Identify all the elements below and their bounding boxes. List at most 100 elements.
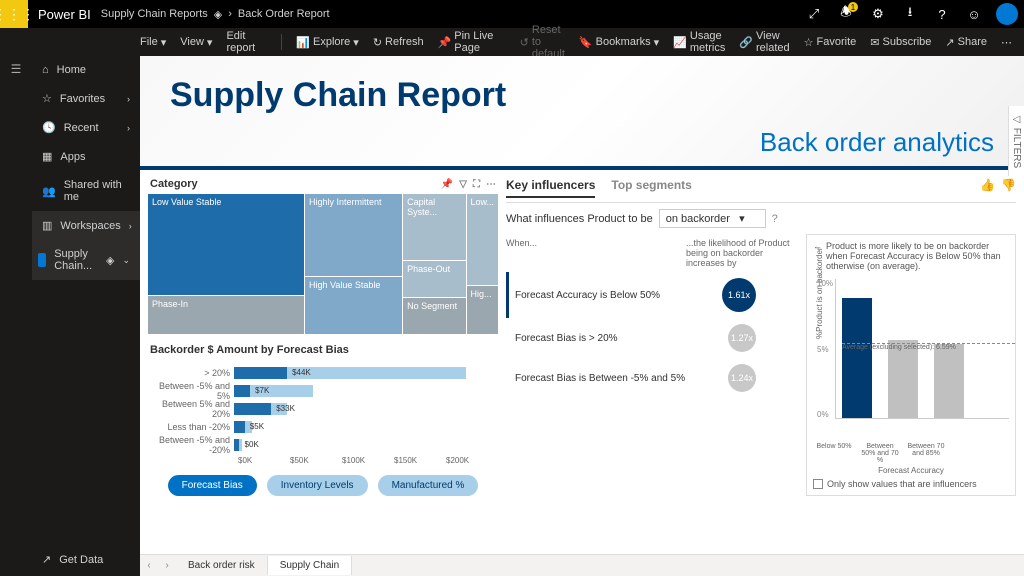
reset-button[interactable]: ↺ Reset to default — [520, 24, 565, 60]
bar-row[interactable]: Between -5% and -20% $0K — [148, 436, 498, 454]
ki-influencer-row[interactable]: Forecast Bias is > 20%1.27x — [506, 318, 796, 358]
ki-question-text: What influences Product to be — [506, 213, 653, 225]
get-data-button[interactable]: ↗Get Data — [32, 543, 140, 576]
ki-bar[interactable] — [842, 298, 872, 418]
bar-row[interactable]: > 20% $44K — [148, 364, 498, 382]
page-tab-supply-chain[interactable]: Supply Chain — [268, 556, 352, 575]
filters-pane-toggle[interactable]: ◁ FILTERS — [1008, 106, 1024, 176]
chevron-down-icon: ▾ — [353, 36, 359, 49]
treemap-cell[interactable]: No Segment — [403, 298, 465, 334]
feedback-icon[interactable]: ☺ — [958, 0, 990, 28]
star-icon: ☆ — [42, 92, 52, 105]
view-menu[interactable]: View ▾ — [180, 36, 212, 49]
usage-button[interactable]: 📈 Usage metrics — [673, 24, 725, 60]
sidebar-item-workspaces[interactable]: ▥Workspaces› — [32, 211, 140, 240]
bar-row[interactable]: Less than -20% $5K — [148, 418, 498, 436]
explore-menu[interactable]: 📊 Explore ▾ — [296, 36, 359, 49]
diamond-icon: ◈ — [214, 8, 222, 21]
barchart-visual[interactable]: > 20% $44KBetween -5% and 5% $7KBetween … — [148, 360, 498, 454]
share-button[interactable]: ↗ Share — [945, 24, 987, 60]
ki-dropdown[interactable]: on backorder ▾ — [659, 209, 766, 228]
filter-icon[interactable]: ▽ — [459, 179, 467, 190]
help-icon[interactable]: ? — [926, 0, 958, 28]
shared-icon: 👥 — [42, 185, 56, 198]
tab-top-segments[interactable]: Top segments — [611, 178, 691, 198]
view-related-button[interactable]: 🔗 View related — [739, 24, 789, 60]
bookmarks-menu[interactable]: 🔖 Bookmarks ▾ — [579, 24, 659, 60]
pill-inventory[interactable]: Inventory Levels — [267, 475, 368, 496]
file-menu[interactable]: File ▾ — [140, 36, 166, 49]
barchart-axis: $0K$50K$100K$150K$200K — [148, 456, 498, 465]
chevron-right-icon: › — [127, 123, 130, 133]
bar-row[interactable]: Between 5% and 20% $33K — [148, 400, 498, 418]
thumbs-down-icon[interactable]: 👎 — [1001, 178, 1016, 198]
sidebar-item-apps[interactable]: ▦Apps — [32, 142, 140, 171]
sidebar-item-shared[interactable]: 👥Shared with me — [32, 171, 140, 211]
external-icon: ↗ — [42, 553, 51, 566]
refresh-button[interactable]: ↻ Refresh — [373, 36, 424, 49]
ki-influencer-row[interactable]: Forecast Bias is Between -5% and 5%1.24x — [506, 358, 796, 398]
favorite-button[interactable]: ☆ Favorite — [804, 24, 857, 60]
sidebar-item-favorites[interactable]: ☆Favorites› — [32, 84, 140, 113]
treemap-cell[interactable]: Phase-Out — [403, 261, 465, 297]
breadcrumb-workspace[interactable]: Supply Chain Reports — [101, 8, 208, 20]
app-launcher[interactable]: ⋮⋮⋮ — [0, 0, 28, 28]
treemap-visual[interactable]: Low Value Stable Phase-In Highly Intermi… — [148, 194, 498, 334]
workspace-icon: ▥ — [42, 219, 52, 232]
barchart-title: Backorder $ Amount by Forecast Bias — [148, 340, 498, 360]
settings-icon[interactable]: ⚙ — [862, 0, 894, 28]
treemap-cell[interactable]: Capital Syste... — [403, 194, 465, 260]
sidebar-item-current-workspace[interactable]: Supply Chain... ◈⌄ — [32, 240, 140, 280]
apps-icon: ▦ — [42, 150, 52, 163]
breadcrumb: Supply Chain Reports ◈ › Back Order Repo… — [101, 8, 330, 21]
app-title: Power BI — [28, 7, 101, 22]
treemap-cell[interactable]: Phase-In — [148, 296, 304, 334]
page-title: Supply Chain Report — [170, 76, 994, 115]
edit-report-button[interactable]: Edit report — [226, 30, 267, 54]
thumbs-up-icon[interactable]: 👍 — [980, 178, 995, 198]
tab-key-influencers[interactable]: Key influencers — [506, 178, 595, 198]
chevron-right-icon: › — [129, 221, 132, 231]
ki-bar[interactable] — [888, 340, 918, 418]
diamond-icon: ◈ — [106, 254, 114, 267]
avatar[interactable] — [996, 3, 1018, 25]
ki-checkbox[interactable]: Only show values that are influencers — [813, 479, 1009, 489]
chevron-right-icon: › — [127, 94, 130, 104]
page-tab-backorder-risk[interactable]: Back order risk — [176, 556, 268, 575]
report-header: Supply Chain Report Back order analytics — [140, 56, 1024, 166]
pin-icon[interactable]: 📌 — [441, 179, 453, 190]
more-icon[interactable]: ⋯ — [486, 179, 496, 190]
pill-forecast-bias[interactable]: Forecast Bias — [168, 475, 257, 496]
treemap-cell[interactable]: Low Value Stable — [148, 194, 304, 295]
bar-row[interactable]: Between -5% and 5% $7K — [148, 382, 498, 400]
treemap-cell[interactable]: Highly Intermittent — [305, 194, 402, 276]
home-icon: ⌂ — [42, 64, 49, 76]
treemap-cell[interactable]: High Value Stable — [305, 277, 402, 334]
chevron-right-icon: › — [228, 8, 232, 20]
ki-influencer-row[interactable]: Forecast Accuracy is Below 50%1.61x — [506, 272, 796, 318]
workspace-logo-icon — [38, 253, 46, 267]
ki-bar[interactable] — [934, 344, 964, 418]
hamburger-icon[interactable]: ☰ — [11, 62, 22, 576]
sidebar-item-recent[interactable]: 🕓Recent› — [32, 113, 140, 142]
subscribe-button[interactable]: ✉ Subscribe — [870, 24, 931, 60]
tab-next[interactable]: › — [158, 560, 176, 571]
treemap-cell[interactable]: Hig... — [467, 286, 499, 334]
sidebar-item-home[interactable]: ⌂Home — [32, 56, 140, 84]
clock-icon: 🕓 — [42, 121, 56, 134]
expand-icon[interactable]: ⤢ — [798, 0, 830, 28]
notifications-icon[interactable]: 🕭1 — [830, 0, 862, 28]
treemap-title: Category 📌 ▽ ⛶ ⋯ — [148, 174, 498, 194]
download-icon[interactable]: ⭳ — [894, 0, 926, 28]
chevron-down-icon: ▾ — [161, 36, 167, 49]
more-icon[interactable]: ⋯ — [1001, 24, 1012, 60]
breadcrumb-report[interactable]: Back Order Report — [238, 8, 330, 20]
pin-button[interactable]: 📌 Pin Live Page — [438, 30, 506, 54]
focus-icon[interactable]: ⛶ — [473, 179, 480, 190]
help-icon[interactable]: ? — [772, 213, 778, 225]
treemap-cell[interactable]: Low... — [467, 194, 499, 285]
chevron-down-icon: ⌄ — [122, 255, 130, 266]
tab-prev[interactable]: ‹ — [140, 560, 158, 571]
pill-manufactured[interactable]: Manufactured % — [378, 475, 479, 496]
page-subtitle: Back order analytics — [760, 127, 994, 158]
